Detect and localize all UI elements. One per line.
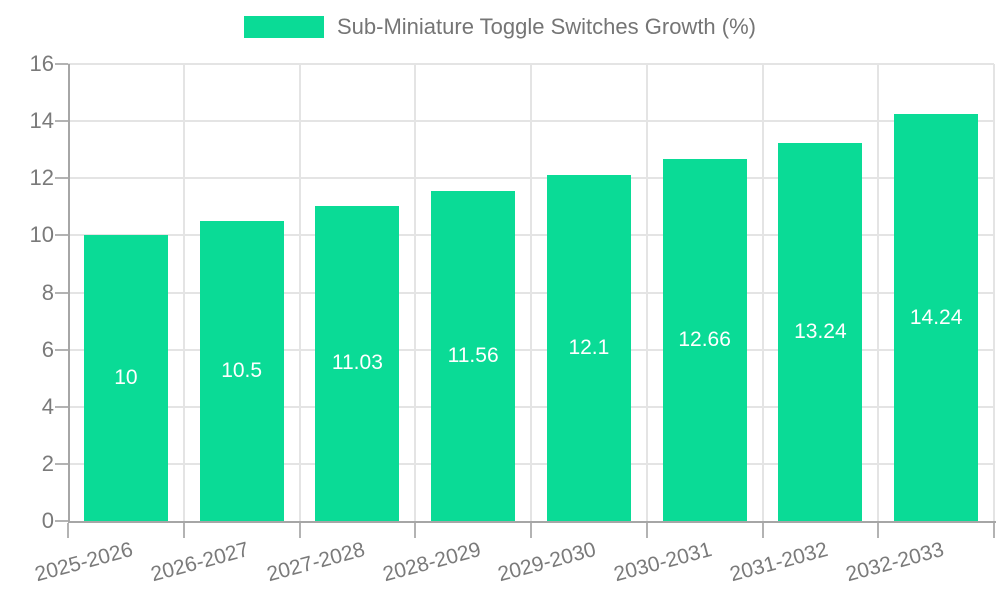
x-axis-tick [761, 523, 764, 538]
y-axis-tick-label: 12 [29, 165, 54, 191]
x-axis-tick-label: 2031-2032 [727, 538, 831, 587]
x-axis-tick-label: 2029-2030 [495, 538, 599, 587]
y-axis-tick [55, 63, 68, 65]
x-axis-tick [67, 523, 69, 538]
bar[interactable] [778, 142, 863, 521]
bar-value-label: 13.24 [794, 319, 847, 343]
x-axis-tick [993, 523, 995, 538]
gridline-vertical [298, 64, 301, 521]
bar-value-label: 10 [114, 366, 138, 390]
bar-value-label: 12.66 [678, 328, 731, 352]
y-axis-tick [55, 120, 68, 123]
bar[interactable] [199, 221, 284, 521]
y-axis-tick [55, 405, 68, 408]
x-axis-tick-label: 2028-2029 [380, 538, 484, 587]
bar[interactable] [894, 114, 979, 521]
y-axis-tick-label: 4 [41, 393, 54, 419]
gridline-vertical [530, 64, 532, 521]
x-axis-tick [182, 523, 185, 538]
bar[interactable] [431, 190, 516, 521]
gridline-vertical [645, 64, 648, 521]
gridline-vertical [877, 64, 880, 521]
y-axis-tick-label: 8 [41, 279, 54, 305]
y-axis-tick [55, 234, 68, 237]
x-axis-line [68, 521, 996, 523]
x-axis-tick [530, 523, 532, 538]
bar[interactable] [315, 205, 400, 521]
bar-value-label: 14.24 [909, 305, 963, 329]
y-axis-tick-label: 14 [29, 108, 54, 134]
bar-value-label: 11.56 [447, 343, 499, 367]
gridline-vertical [761, 64, 764, 521]
x-axis-tick [877, 523, 880, 538]
gridline-vertical [414, 64, 417, 521]
bar-value-label: 10.5 [221, 359, 263, 383]
y-axis-tick-label: 16 [29, 51, 54, 76]
y-axis-tick-label: 0 [41, 508, 54, 533]
y-axis-tick-label: 6 [41, 336, 54, 362]
x-axis-tick-label: 2026-2027 [148, 538, 252, 587]
y-axis-tick-label: 10 [29, 222, 54, 248]
y-axis-tick [55, 520, 68, 522]
x-axis-tick-label: 2027-2028 [264, 538, 368, 587]
x-axis-tick [645, 523, 648, 538]
y-axis-line [68, 64, 70, 523]
bar-value-label: 12.1 [568, 336, 610, 360]
bar[interactable] [546, 175, 631, 521]
x-axis-tick-label: 2025-2026 [32, 538, 136, 587]
y-axis-tick [55, 291, 68, 294]
legend-swatch [244, 16, 324, 38]
x-axis-tick-label: 2032-2033 [843, 538, 947, 587]
x-axis-tick-label: 2030-2031 [611, 538, 715, 587]
x-axis-tick [298, 523, 301, 538]
gridline-vertical [182, 64, 185, 521]
x-axis-tick [414, 523, 417, 538]
gridline-vertical [993, 64, 995, 521]
legend-label: Sub-Miniature Toggle Switches Growth (%) [337, 14, 756, 39]
bar[interactable] [662, 159, 747, 521]
chart-legend[interactable]: Sub-Miniature Toggle Switches Growth (%) [0, 14, 1000, 40]
bar[interactable] [83, 235, 168, 521]
y-axis-tick [55, 177, 68, 180]
y-axis-tick [55, 462, 68, 465]
bar-value-label: 11.03 [331, 351, 383, 375]
y-axis-tick-label: 2 [41, 450, 54, 476]
y-axis-tick [55, 348, 68, 351]
